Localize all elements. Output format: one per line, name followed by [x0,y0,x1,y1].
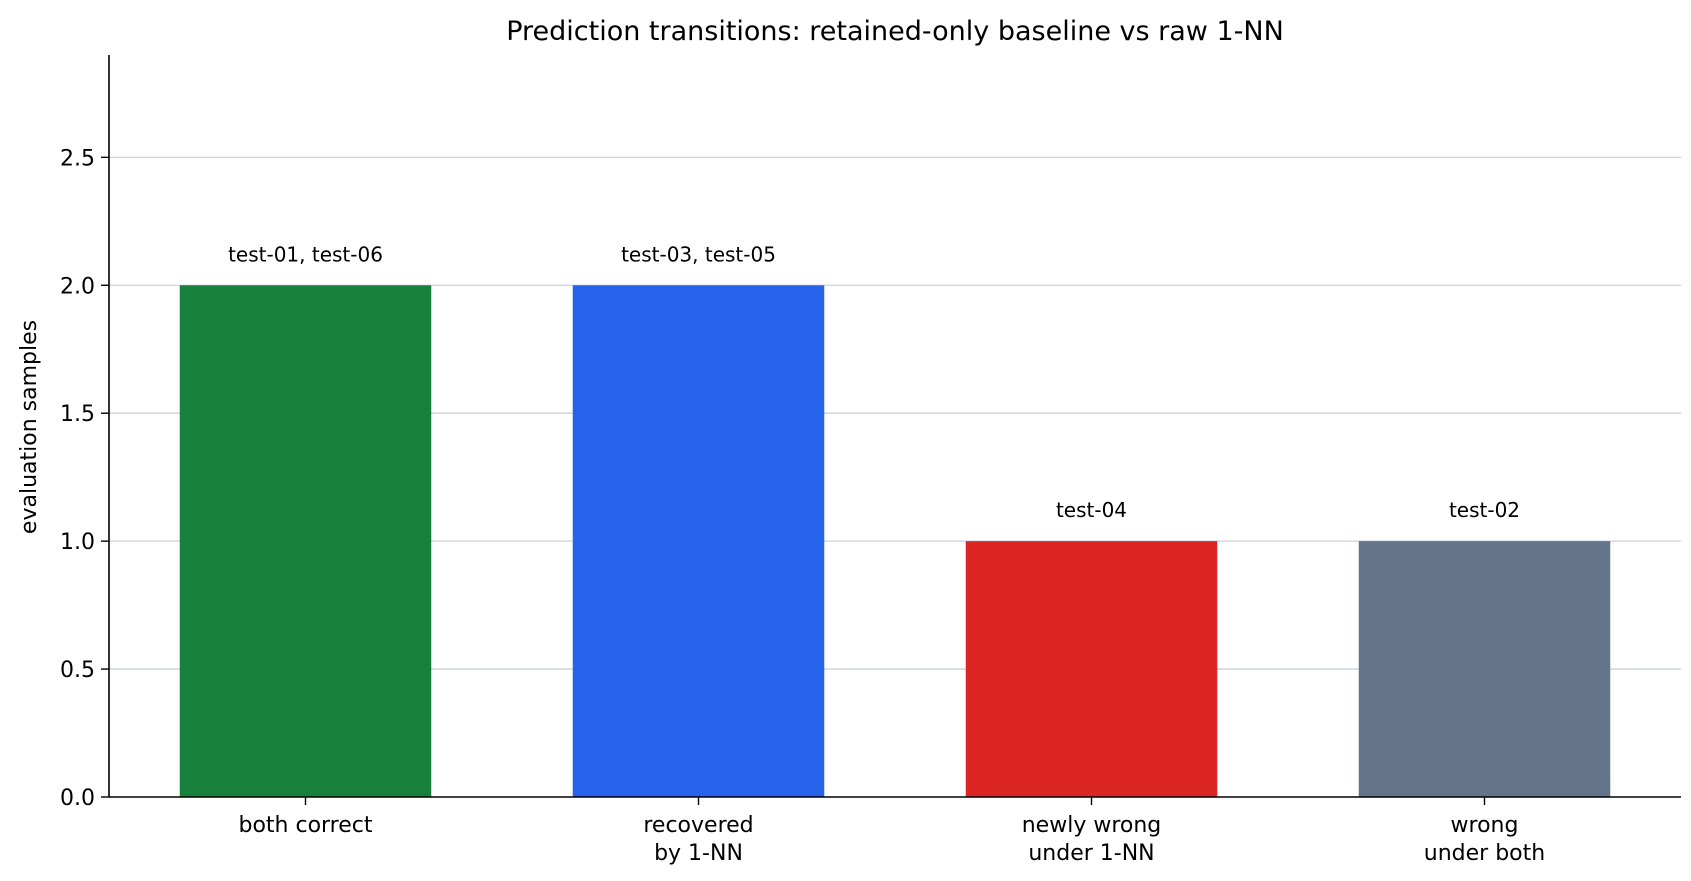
bar-annotation: test-03, test-05 [621,242,776,266]
y-tick-label: 1.5 [60,402,95,427]
x-tick-label: newly wrong [1022,813,1162,838]
bar [179,285,432,797]
y-axis-label: evaluation samples [17,320,42,534]
y-tick-label: 2.0 [60,274,95,299]
y-tick-label: 0.0 [60,786,95,811]
bar-labels-layer: test-01, test-06 test-03, test-05 test-04 t… [228,242,1520,522]
axes-layer: 0.0 0.5 1.0 1.5 2.0 2.5 both correct recovered b… [60,55,1681,866]
bar [965,541,1218,797]
bar [1358,541,1611,797]
x-tick-label: both correct [238,813,372,838]
x-tick-label: under 1-NN [1028,841,1154,866]
y-tick-label: 2.5 [60,146,95,171]
x-tick-label: by 1-NN [654,841,743,866]
x-tick-label: recovered [643,813,753,838]
y-tick-label: 0.5 [60,658,95,683]
chart-title: Prediction transitions: retained-only ba… [506,16,1284,47]
bar-annotation: test-01, test-06 [228,242,383,266]
bar-annotation: test-02 [1449,498,1520,522]
x-tick-label: wrong [1451,813,1519,838]
bar [572,285,825,797]
bar-annotation: test-04 [1056,498,1127,522]
bars-layer [179,285,1611,797]
x-tick-label: under both [1424,841,1545,866]
y-tick-label: 1.0 [60,530,95,555]
